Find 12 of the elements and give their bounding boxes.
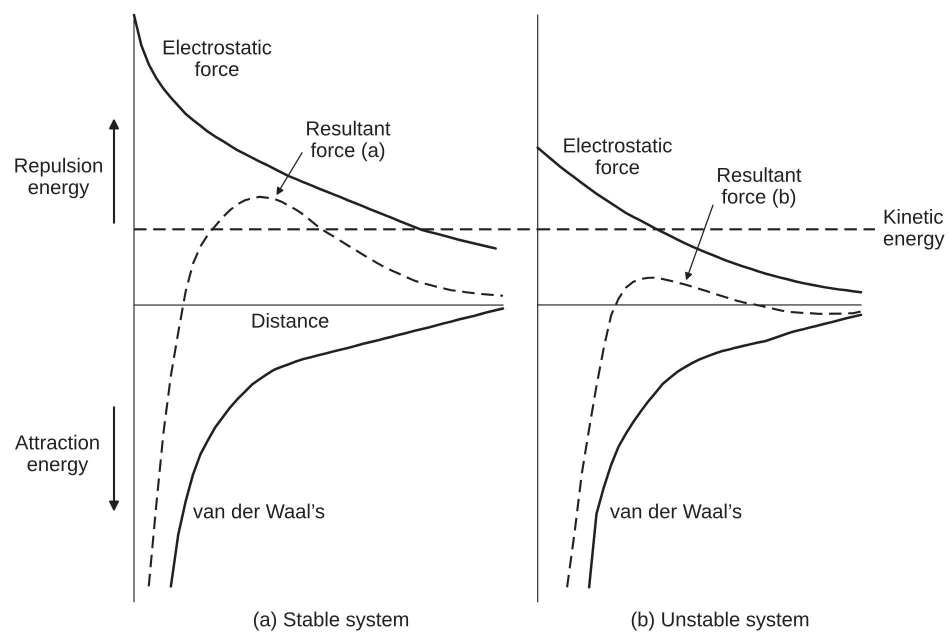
series-label: Electrostatic force bbox=[164, 40, 272, 76]
text: Repulsion energy bbox=[15, 158, 102, 198]
text: (a) Stable system bbox=[254, 612, 408, 630]
series-label: van der Waal’s bbox=[193, 504, 324, 518]
text: (b) Unstable system bbox=[632, 612, 808, 630]
series-label: Electrostatic force bbox=[564, 138, 672, 174]
text: Resultant force (b) bbox=[718, 167, 802, 208]
ref-line-label: Kinetic energy bbox=[884, 209, 945, 250]
x-axis-title: Distance bbox=[252, 313, 328, 328]
text: Resultant force (a) bbox=[307, 120, 390, 162]
text: Attraction energy bbox=[15, 434, 99, 476]
series-label: van der Waal’s bbox=[610, 504, 742, 518]
